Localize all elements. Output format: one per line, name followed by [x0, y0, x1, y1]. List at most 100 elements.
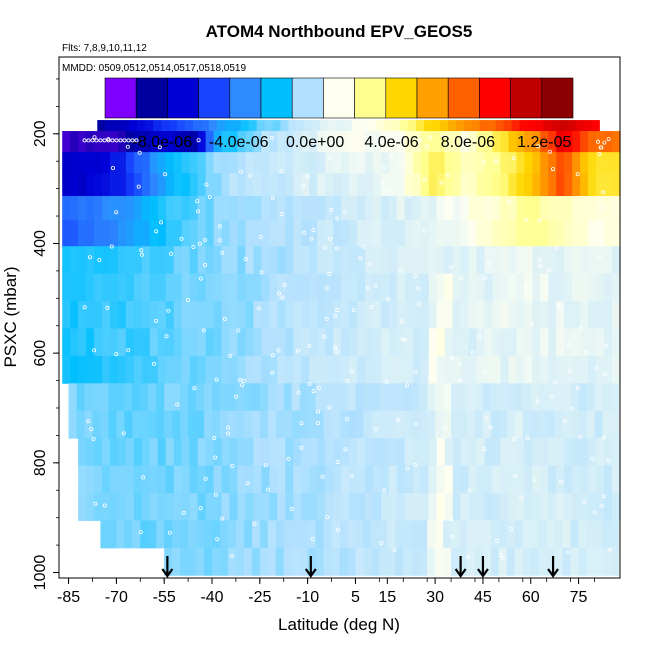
heat-cell — [506, 547, 516, 576]
heat-cell — [325, 273, 334, 302]
sample-point — [381, 165, 386, 170]
flights-note: Flts: 7,8,9,10,11,12 — [62, 43, 147, 54]
colorbar-swatch — [167, 77, 199, 119]
x-tick-label: -70 — [105, 589, 128, 606]
heat-cell — [189, 152, 199, 174]
heat-cell — [333, 301, 342, 329]
heat-cell — [212, 383, 221, 412]
heat-cell — [132, 410, 141, 439]
heat-cell — [208, 120, 218, 132]
sample-point — [465, 555, 470, 560]
heat-cell — [395, 520, 404, 549]
heat-cell — [235, 520, 245, 549]
heat-cell — [522, 547, 532, 576]
heat-cell — [269, 196, 278, 221]
heat-cell — [173, 173, 183, 197]
heat-cell — [355, 410, 365, 439]
heat-cell — [285, 152, 294, 174]
heat-cell — [416, 120, 425, 132]
heat-cell — [612, 492, 621, 521]
sample-point — [449, 355, 454, 360]
heat-cell — [110, 273, 119, 302]
heat-cell — [110, 246, 119, 275]
heat-cell — [360, 120, 369, 132]
heat-cell — [463, 120, 473, 132]
heat-cell — [325, 492, 334, 521]
heat-cell — [235, 547, 245, 576]
heat-cell — [524, 152, 533, 174]
heat-cell — [291, 383, 301, 412]
heat-cell — [468, 131, 478, 153]
sample-point — [191, 244, 196, 249]
heat-cell — [387, 520, 396, 549]
colorbar-tick-label: 8.0e-06 — [441, 134, 495, 151]
heat-cell — [388, 328, 398, 357]
heat-cell — [165, 438, 175, 467]
colorbar-swatch — [291, 77, 324, 119]
heat-cell — [235, 383, 245, 412]
heat-cell — [125, 301, 135, 329]
heat-cell — [404, 246, 414, 275]
heat-cell — [261, 196, 270, 221]
heat-cell — [145, 120, 154, 132]
heat-cell — [460, 465, 470, 494]
heat-cell — [251, 410, 261, 439]
heat-cell — [588, 273, 597, 302]
heat-cell — [157, 196, 167, 221]
heat-cell — [532, 131, 541, 153]
heat-cell — [341, 355, 350, 384]
heat-cell — [428, 131, 438, 153]
heat-cell — [604, 173, 613, 197]
heat-cell — [396, 220, 406, 247]
sample-point — [349, 369, 354, 374]
heat-cell — [325, 196, 334, 221]
heat-cell — [173, 273, 183, 302]
heat-cell — [380, 246, 390, 275]
heat-cell — [420, 355, 430, 384]
heat-cell — [341, 246, 350, 275]
sample-point — [102, 503, 107, 508]
heat-cell — [604, 246, 613, 275]
heat-cell — [325, 355, 334, 384]
heat-cell — [229, 301, 239, 329]
heat-cell — [153, 120, 162, 132]
heat-cell — [596, 301, 605, 329]
heat-cell — [436, 173, 446, 197]
heat-cell — [357, 328, 366, 357]
heat-cell — [261, 355, 270, 384]
sample-point — [509, 527, 514, 532]
heat-cell — [94, 246, 103, 275]
heat-cell — [172, 520, 181, 549]
heat-cell — [365, 328, 374, 357]
heat-cell — [253, 220, 263, 247]
sample-point — [597, 254, 602, 259]
heat-cell — [110, 465, 119, 494]
heat-cell — [133, 220, 143, 247]
sample-point — [524, 217, 529, 222]
sample-point — [122, 138, 127, 143]
heat-cell — [181, 355, 191, 384]
heat-cell — [78, 196, 87, 221]
heat-cell — [451, 547, 460, 576]
sample-point — [594, 366, 599, 371]
heat-cell — [86, 465, 95, 494]
sample-point — [608, 547, 613, 552]
heat-cell — [102, 492, 111, 521]
heat-cell — [62, 328, 71, 357]
heat-cell — [133, 131, 143, 153]
heat-cell — [349, 492, 358, 521]
heat-cell — [165, 173, 175, 197]
heat-cell — [396, 196, 406, 221]
heat-cell — [285, 131, 294, 153]
heat-cell — [197, 131, 207, 153]
heat-cell — [586, 383, 596, 412]
heat-cell — [288, 120, 298, 132]
heat-cell — [301, 273, 310, 302]
sample-point — [343, 209, 348, 214]
heat-cell — [212, 547, 221, 576]
heat-cell — [484, 355, 494, 384]
heat-cell — [484, 246, 494, 275]
heat-cell — [102, 246, 111, 275]
heat-cell — [221, 301, 231, 329]
sample-point — [512, 436, 517, 441]
